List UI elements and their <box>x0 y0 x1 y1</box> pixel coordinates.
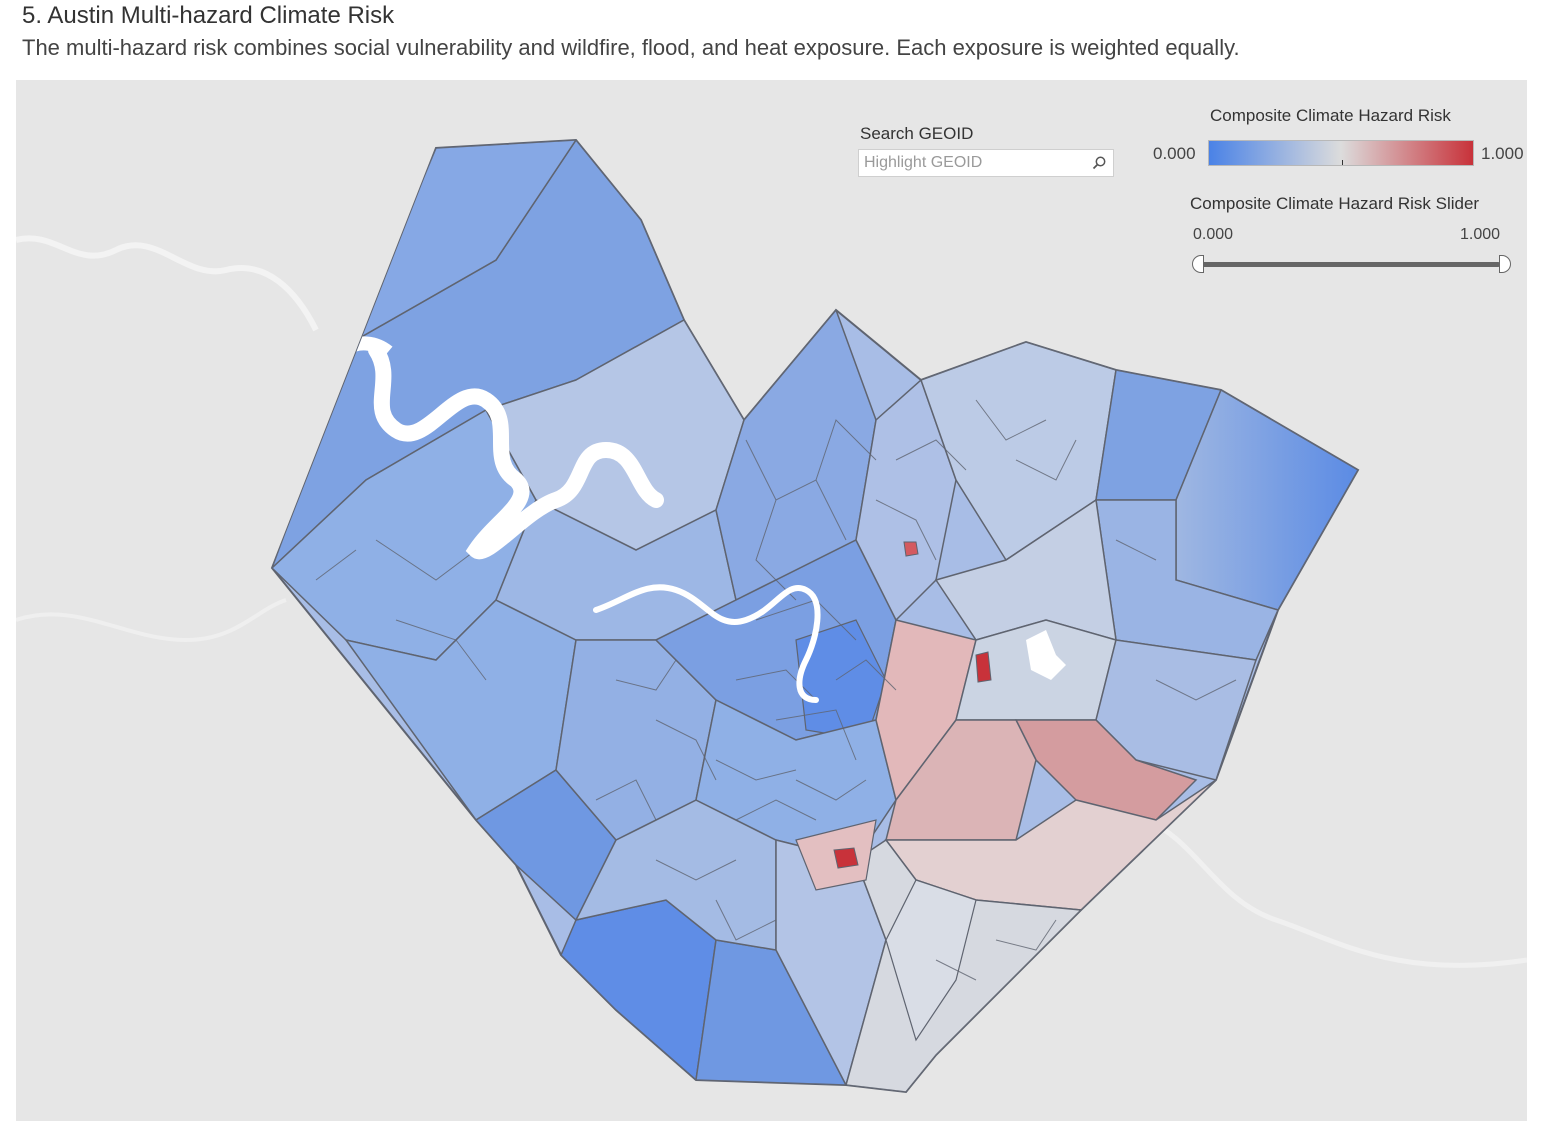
river-line <box>16 235 319 332</box>
slider-handle-min[interactable] <box>1192 255 1204 273</box>
search-geoid-control: Search GEOID <box>858 124 1118 177</box>
search-icon[interactable] <box>1091 155 1107 171</box>
slider-track[interactable] <box>1198 262 1500 267</box>
map-area[interactable]: Search GEOID Composite Climate Hazard Ri… <box>16 80 1527 1121</box>
page-subtitle: The multi-hazard risk combines social vu… <box>22 35 1240 60</box>
colorado-river <box>593 584 821 703</box>
search-box[interactable] <box>858 149 1114 177</box>
high-risk-tract[interactable] <box>833 847 859 869</box>
slider-min-label: 0.000 <box>1193 226 1234 243</box>
river-line <box>1145 817 1527 968</box>
river-line <box>16 598 287 643</box>
travis-county-map[interactable] <box>16 80 1527 1121</box>
slider-max-label: 1.000 <box>1460 226 1501 243</box>
census-tract[interactable] <box>560 899 717 1082</box>
search-input[interactable] <box>859 150 1084 176</box>
legend-title: Composite Climate Hazard Risk <box>1210 106 1451 125</box>
legend-min-label: 0.000 <box>1153 144 1196 163</box>
high-risk-tract[interactable] <box>903 541 919 557</box>
census-tract[interactable] <box>1014 719 1198 821</box>
walter-long-lake <box>1026 630 1066 680</box>
lake-travis <box>368 342 664 560</box>
census-tract[interactable] <box>885 879 977 1042</box>
tract-boundaries <box>315 399 1237 981</box>
tract-layer <box>272 140 1358 1092</box>
slider-title: Composite Climate Hazard Risk Slider <box>1190 194 1480 213</box>
legend-midpoint-tick <box>1342 160 1343 165</box>
high-risk-tract[interactable] <box>975 651 992 683</box>
legend-max-label: 1.000 <box>1481 144 1524 163</box>
legend-color-ramp <box>1208 140 1474 166</box>
search-label: Search GEOID <box>860 124 974 143</box>
page-title: 5. Austin Multi-hazard Climate Risk <box>22 2 395 29</box>
census-tract[interactable] <box>1095 639 1257 781</box>
